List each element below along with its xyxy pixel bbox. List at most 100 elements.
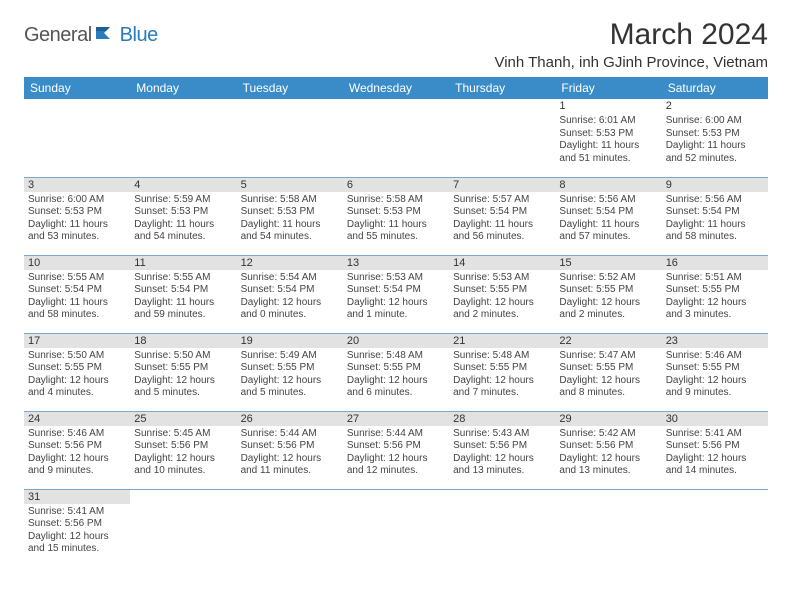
day-details: Sunrise: 6:00 AMSunset: 5:53 PMDaylight:… [666,115,764,165]
day-number: 4 [130,178,236,192]
day-number: 14 [449,256,555,270]
empty-cell [130,99,236,177]
empty-cell [343,489,449,567]
day-details: Sunrise: 5:58 AMSunset: 5:53 PMDaylight:… [241,194,339,244]
day-cell: 21 Sunrise: 5:48 AMSunset: 5:55 PMDayligh… [449,333,555,411]
day-cell: 22Sunrise: 5:47 AMSunset: 5:55 PMDayligh… [555,333,661,411]
day-number: 23 [662,334,768,348]
day-cell: 2 Sunrise: 6:00 AMSunset: 5:53 PMDaylight… [662,99,768,177]
day-number: 18 [130,334,236,348]
day-cell: 13 Sunrise: 5:53 AMSunset: 5:54 PMDayligh… [343,255,449,333]
day-number: 27 [343,412,449,426]
day-details: Sunrise: 5:42 AMSunset: 5:56 PMDaylight:… [559,428,657,478]
day-cell: 4 Sunrise: 5:59 AMSunset: 5:53 PMDaylight… [130,177,236,255]
day-details: Sunrise: 5:48 AMSunset: 5:55 PMDaylight:… [347,350,445,400]
day-cell: 24 Sunrise: 5:46 AMSunset: 5:56 PMDayligh… [24,411,130,489]
day-number: 13 [343,256,449,270]
day-number: 26 [237,412,343,426]
weekday-header: Thursday [449,77,555,99]
weekday-header: Tuesday [237,77,343,99]
weekday-header: Sunday [24,77,130,99]
day-cell: 26 Sunrise: 5:44 AMSunset: 5:56 PMDayligh… [237,411,343,489]
day-details: Sunrise: 5:43 AMSunset: 5:56 PMDaylight:… [453,428,551,478]
day-details: Sunrise: 5:53 AMSunset: 5:54 PMDaylight:… [347,272,445,322]
day-cell: 5Sunrise: 5:58 AMSunset: 5:53 PMDaylight… [237,177,343,255]
logo-text-general: General [24,24,92,47]
day-number: 25 [130,412,236,426]
weekday-header-row: SundayMondayTuesdayWednesdayThursdayFrid… [24,77,768,99]
day-details: Sunrise: 5:41 AMSunset: 5:56 PMDaylight:… [28,506,126,556]
day-cell: 11 Sunrise: 5:55 AMSunset: 5:54 PMDayligh… [130,255,236,333]
day-cell: 19 Sunrise: 5:49 AMSunset: 5:55 PMDayligh… [237,333,343,411]
day-cell: 9Sunrise: 5:56 AMSunset: 5:54 PMDaylight… [662,177,768,255]
day-details: Sunrise: 5:55 AMSunset: 5:54 PMDaylight:… [28,272,126,322]
day-number: 21 [449,334,555,348]
day-details: Sunrise: 5:46 AMSunset: 5:56 PMDaylight:… [28,428,126,478]
calendar-week-row: 24 Sunrise: 5:46 AMSunset: 5:56 PMDayligh… [24,411,768,489]
empty-cell [237,99,343,177]
calendar-body: 1 Sunrise: 6:01 AMSunset: 5:53 PMDaylight… [24,99,768,567]
day-number: 24 [24,412,130,426]
day-details: Sunrise: 5:48 AMSunset: 5:55 PMDaylight:… [453,350,551,400]
day-details: Sunrise: 5:44 AMSunset: 5:56 PMDaylight:… [241,428,339,478]
calendar-week-row: 1 Sunrise: 6:01 AMSunset: 5:53 PMDaylight… [24,99,768,177]
day-cell: 25Sunrise: 5:45 AMSunset: 5:56 PMDayligh… [130,411,236,489]
location-text: Vinh Thanh, inh GJinh Province, Vietnam [494,54,768,71]
weekday-header: Monday [130,77,236,99]
day-number: 6 [343,178,449,192]
empty-cell [449,99,555,177]
day-details: Sunrise: 5:57 AMSunset: 5:54 PMDaylight:… [453,194,551,244]
page-header: General Blue March 2024 Vinh Thanh, inh … [24,18,768,71]
day-details: Sunrise: 5:52 AMSunset: 5:55 PMDaylight:… [559,272,657,322]
logo: General Blue [24,18,158,47]
day-cell: 29 Sunrise: 5:42 AMSunset: 5:56 PMDayligh… [555,411,661,489]
day-number: 1 [555,99,661,113]
day-number: 8 [555,178,661,192]
weekday-header: Wednesday [343,77,449,99]
day-cell: 23 Sunrise: 5:46 AMSunset: 5:55 PMDayligh… [662,333,768,411]
day-number: 2 [662,99,768,113]
day-number: 19 [237,334,343,348]
calendar-week-row: 10Sunrise: 5:55 AMSunset: 5:54 PMDayligh… [24,255,768,333]
day-cell: 10Sunrise: 5:55 AMSunset: 5:54 PMDayligh… [24,255,130,333]
calendar-week-row: 3 Sunrise: 6:00 AMSunset: 5:53 PMDaylight… [24,177,768,255]
day-details: Sunrise: 6:01 AMSunset: 5:53 PMDaylight:… [559,115,657,165]
day-cell: 20 Sunrise: 5:48 AMSunset: 5:55 PMDayligh… [343,333,449,411]
day-details: Sunrise: 5:51 AMSunset: 5:55 PMDaylight:… [666,272,764,322]
weekday-header: Saturday [662,77,768,99]
day-number: 15 [555,256,661,270]
day-cell: 8Sunrise: 5:56 AMSunset: 5:54 PMDaylight… [555,177,661,255]
weekday-header: Friday [555,77,661,99]
day-cell: 6Sunrise: 5:58 AMSunset: 5:53 PMDaylight… [343,177,449,255]
empty-cell [662,489,768,567]
day-cell: 27 Sunrise: 5:44 AMSunset: 5:56 PMDayligh… [343,411,449,489]
day-number: 17 [24,334,130,348]
day-details: Sunrise: 5:50 AMSunset: 5:55 PMDaylight:… [134,350,232,400]
day-number: 12 [237,256,343,270]
day-number: 30 [662,412,768,426]
day-cell: 16Sunrise: 5:51 AMSunset: 5:55 PMDayligh… [662,255,768,333]
day-details: Sunrise: 5:46 AMSunset: 5:55 PMDaylight:… [666,350,764,400]
day-cell: 14Sunrise: 5:53 AMSunset: 5:55 PMDayligh… [449,255,555,333]
empty-cell [237,489,343,567]
title-block: March 2024 Vinh Thanh, inh GJinh Provinc… [494,18,768,71]
day-details: Sunrise: 5:44 AMSunset: 5:56 PMDaylight:… [347,428,445,478]
day-number: 29 [555,412,661,426]
day-cell: 28Sunrise: 5:43 AMSunset: 5:56 PMDayligh… [449,411,555,489]
day-cell: 7Sunrise: 5:57 AMSunset: 5:54 PMDaylight… [449,177,555,255]
empty-cell [555,489,661,567]
day-number: 3 [24,178,130,192]
day-details: Sunrise: 5:49 AMSunset: 5:55 PMDaylight:… [241,350,339,400]
day-details: Sunrise: 6:00 AMSunset: 5:53 PMDaylight:… [28,194,126,244]
day-details: Sunrise: 5:55 AMSunset: 5:54 PMDaylight:… [134,272,232,322]
day-number: 20 [343,334,449,348]
day-cell: 15 Sunrise: 5:52 AMSunset: 5:55 PMDayligh… [555,255,661,333]
day-cell: 18 Sunrise: 5:50 AMSunset: 5:55 PMDayligh… [130,333,236,411]
month-title: March 2024 [494,18,768,52]
day-details: Sunrise: 5:54 AMSunset: 5:54 PMDaylight:… [241,272,339,322]
day-cell: 3 Sunrise: 6:00 AMSunset: 5:53 PMDaylight… [24,177,130,255]
day-number: 11 [130,256,236,270]
empty-cell [130,489,236,567]
day-details: Sunrise: 5:59 AMSunset: 5:53 PMDaylight:… [134,194,232,244]
day-number: 31 [24,490,130,504]
